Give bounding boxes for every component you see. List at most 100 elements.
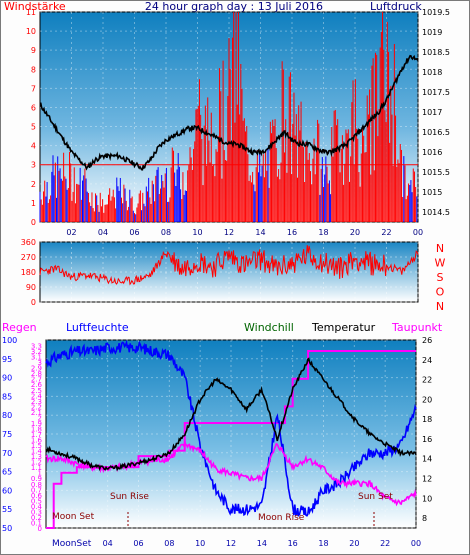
moon-set-axis-label: MoonSet <box>52 539 92 549</box>
pressure-tick-label: 1017 <box>422 108 442 117</box>
chart-title-date: 24 hour graph day : 13 Juli 2016 <box>145 0 323 13</box>
temperature-tick-label: 24 <box>422 356 432 365</box>
rain-tick-label: 0.7 <box>31 486 42 494</box>
rain-tick-label: 3.3 <box>31 343 42 351</box>
rain-tick-label: 2.3 <box>31 398 42 406</box>
wind-bars <box>39 12 418 222</box>
x-tick-label: 20 <box>350 228 360 237</box>
rain-tick-label: 0.2 <box>31 514 42 522</box>
wind-tick-label: 11 <box>26 8 36 17</box>
x-tick-label: 00 <box>411 539 421 548</box>
pressure-series <box>40 54 419 171</box>
rain-tick-label: 2.8 <box>31 370 42 378</box>
compass-label: N <box>436 242 444 255</box>
temperature-tick-label: 8 <box>422 514 427 523</box>
x-tick-label: 14 <box>255 228 265 237</box>
rain-tick-label: 2.1 <box>31 409 42 417</box>
rain-tick-label: 1.8 <box>31 425 42 433</box>
pressure-tick-label: 1015 <box>422 188 442 197</box>
pressure-tick-label: 1014.5 <box>422 208 450 217</box>
x-tick-label: 06 <box>133 539 143 548</box>
humidity-tick-label: 65 <box>2 468 12 477</box>
rain-tick-label: 1 <box>38 470 42 478</box>
x-tick-label: 22 <box>381 228 391 237</box>
humidity-tick-label: 50 <box>2 524 12 533</box>
temperature-tick-label: 20 <box>422 395 432 404</box>
temperature-tick-label: 18 <box>422 415 432 424</box>
rain-tick-label: 2.4 <box>31 392 43 400</box>
pressure-tick-label: 1018 <box>422 68 442 77</box>
humidity-tick-label: 100 <box>2 336 17 345</box>
weather-lines <box>45 339 417 529</box>
x-tick-label: 08 <box>164 539 174 548</box>
rain-tick-label: 3.1 <box>31 354 42 362</box>
pressure-tick-label: 1019.5 <box>422 8 450 17</box>
rain-tick-label: 0.3 <box>31 508 42 516</box>
humidity-tick-label: 75 <box>2 430 12 439</box>
wind-tick-label: 0 <box>31 218 36 227</box>
rain-tick-label: 0.5 <box>31 497 42 505</box>
humidity-tick-label: 70 <box>2 449 12 458</box>
rain-tick-label: 0.6 <box>31 492 43 500</box>
pressure-tick-label: 1016 <box>422 148 442 157</box>
x-tick-label: 12 <box>224 228 234 237</box>
pressure-line <box>40 54 419 171</box>
x-tick-label: 22 <box>380 539 390 548</box>
rain-tick-label: 3.2 <box>31 348 42 356</box>
wind-tick-label: 1 <box>31 199 36 208</box>
legend-windchill: Windchill <box>244 321 294 334</box>
wind-tick-label: 10 <box>26 27 36 36</box>
humidity-tick-label: 60 <box>2 486 12 495</box>
x-tick-label: 06 <box>129 228 139 237</box>
annotation-sun-set: Sun Set <box>358 492 393 502</box>
rain-tick-label: 1.9 <box>31 420 42 428</box>
x-tick-label: 00 <box>413 228 423 237</box>
x-tick-label: 18 <box>318 539 328 548</box>
rain-tick-label: 1.6 <box>31 437 43 445</box>
direction-tick-label: 180 <box>21 268 36 277</box>
rain-tick-label: 0.9 <box>31 475 42 483</box>
direction-tick-label: 270 <box>21 253 36 262</box>
rain-tick-label: 1.7 <box>31 431 42 439</box>
direction-tick-label: 0 <box>31 298 36 307</box>
legend-temperature: Temperatur <box>311 321 376 334</box>
temperature-tick-label: 22 <box>422 376 432 385</box>
chart-title-wind: Windstärke <box>4 0 66 13</box>
rain-series <box>46 350 416 529</box>
rain-tick-label: 0.4 <box>31 503 43 511</box>
wind-tick-label: 7 <box>31 84 36 93</box>
wind-tick-label: 3 <box>31 161 36 170</box>
direction-grid <box>40 241 419 303</box>
pressure-tick-label: 1016.5 <box>422 128 450 137</box>
chart-title-pressure: Luftdruck <box>370 0 422 13</box>
pressure-tick-label: 1015.5 <box>422 168 450 177</box>
temperature-series <box>45 357 417 472</box>
weather-grid <box>46 339 417 529</box>
rain-tick-label: 2.9 <box>31 365 42 373</box>
x-tick-label: 18 <box>318 228 328 237</box>
annotation-sun-rise: Sun Rise <box>110 492 149 502</box>
x-tick-label: 14 <box>257 539 267 548</box>
x-tick-label: 16 <box>288 539 298 548</box>
direction-tick-label: 90 <box>26 283 36 292</box>
humidity-tick-label: 55 <box>2 505 12 514</box>
humidity-series <box>45 339 417 518</box>
x-tick-label: 16 <box>287 228 297 237</box>
humidity-tick-label: 95 <box>2 355 12 364</box>
rain-tick-label: 1.5 <box>31 442 42 450</box>
legend-dewpoint: Taupunkt <box>391 321 443 334</box>
compass-label: N <box>436 300 444 313</box>
x-tick-label: 04 <box>98 228 108 237</box>
x-tick-label: 10 <box>195 539 205 548</box>
annotation-moon-rise: Moon Rise <box>258 513 305 523</box>
compass-label: O <box>436 286 445 299</box>
rain-tick-label: 1.1 <box>31 464 42 472</box>
x-tick-label: 20 <box>349 539 359 548</box>
annotation-moon-set: Moon Set <box>52 512 95 522</box>
rain-tick-label: 2.5 <box>31 387 42 395</box>
wind-tick-label: 2 <box>31 180 36 189</box>
x-tick-label: 04 <box>103 539 113 548</box>
direction-tick-label: 360 <box>21 238 36 247</box>
